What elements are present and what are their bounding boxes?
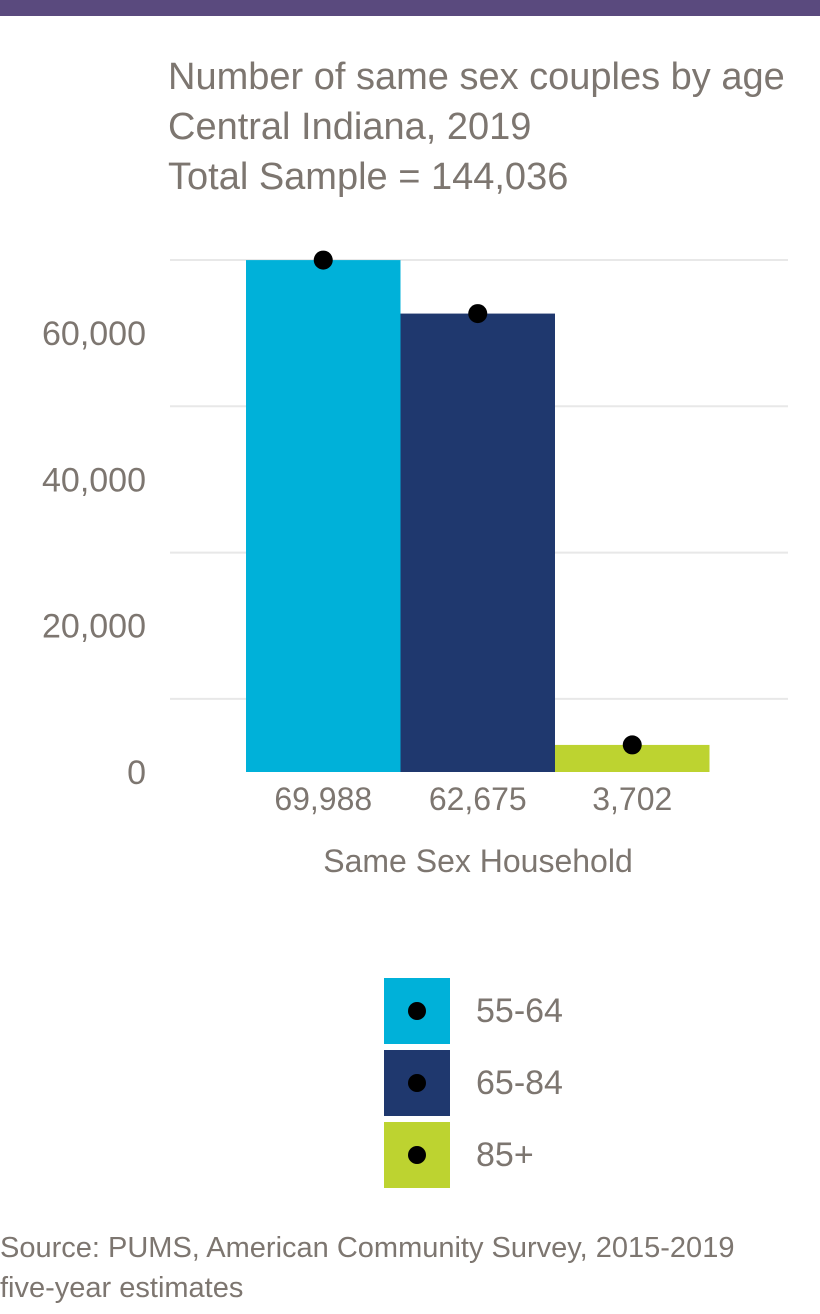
legend-dot bbox=[408, 1002, 426, 1020]
legend-swatch-65-84 bbox=[384, 1050, 450, 1116]
title-line-2: Central Indiana, 2019 bbox=[168, 106, 532, 148]
legend-label: 65-84 bbox=[476, 1063, 563, 1102]
y-tick-label: 60,000 bbox=[42, 315, 146, 353]
legend-swatch-55-64 bbox=[384, 978, 450, 1044]
x-tick-label: 69,988 bbox=[274, 781, 372, 817]
legend-swatch-85-plus bbox=[384, 1122, 450, 1188]
point-marker bbox=[468, 304, 488, 324]
point-marker bbox=[313, 250, 333, 270]
legend-label: 85+ bbox=[476, 1135, 534, 1174]
source-note: Source: PUMS, American Community Survey,… bbox=[0, 1228, 734, 1308]
y-tick-label: 20,000 bbox=[42, 608, 146, 646]
source-line-2: five-year estimates bbox=[0, 1272, 244, 1304]
legend-dot bbox=[408, 1074, 426, 1092]
chart-title: Number of same sex couples by age Centra… bbox=[168, 52, 785, 202]
y-tick-label: 0 bbox=[127, 754, 146, 792]
legend-dot bbox=[408, 1146, 426, 1164]
legend-item-55-64: 55-64 bbox=[384, 978, 563, 1044]
x-axis-title: Same Sex Household bbox=[323, 843, 633, 879]
point-marker bbox=[622, 735, 642, 755]
x-tick-label: 62,675 bbox=[429, 781, 527, 817]
title-line-3: Total Sample = 144,036 bbox=[168, 156, 569, 198]
legend: 55-64 65-84 85+ bbox=[384, 978, 563, 1194]
legend-item-65-84: 65-84 bbox=[384, 1050, 563, 1116]
y-tick-label: 40,000 bbox=[42, 461, 146, 499]
legend-label: 55-64 bbox=[476, 991, 563, 1030]
bar bbox=[246, 260, 401, 772]
bar bbox=[400, 313, 555, 772]
top-accent-bar bbox=[0, 0, 820, 16]
legend-item-85-plus: 85+ bbox=[384, 1122, 563, 1188]
bar-chart: 0 20,000 40,000 60,000 69,988 62,675 3,702 Sa… bbox=[42, 250, 788, 879]
x-tick-label: 3,702 bbox=[592, 781, 672, 817]
title-line-1: Number of same sex couples by age bbox=[168, 56, 785, 98]
source-line-1: Source: PUMS, American Community Survey,… bbox=[0, 1232, 735, 1264]
